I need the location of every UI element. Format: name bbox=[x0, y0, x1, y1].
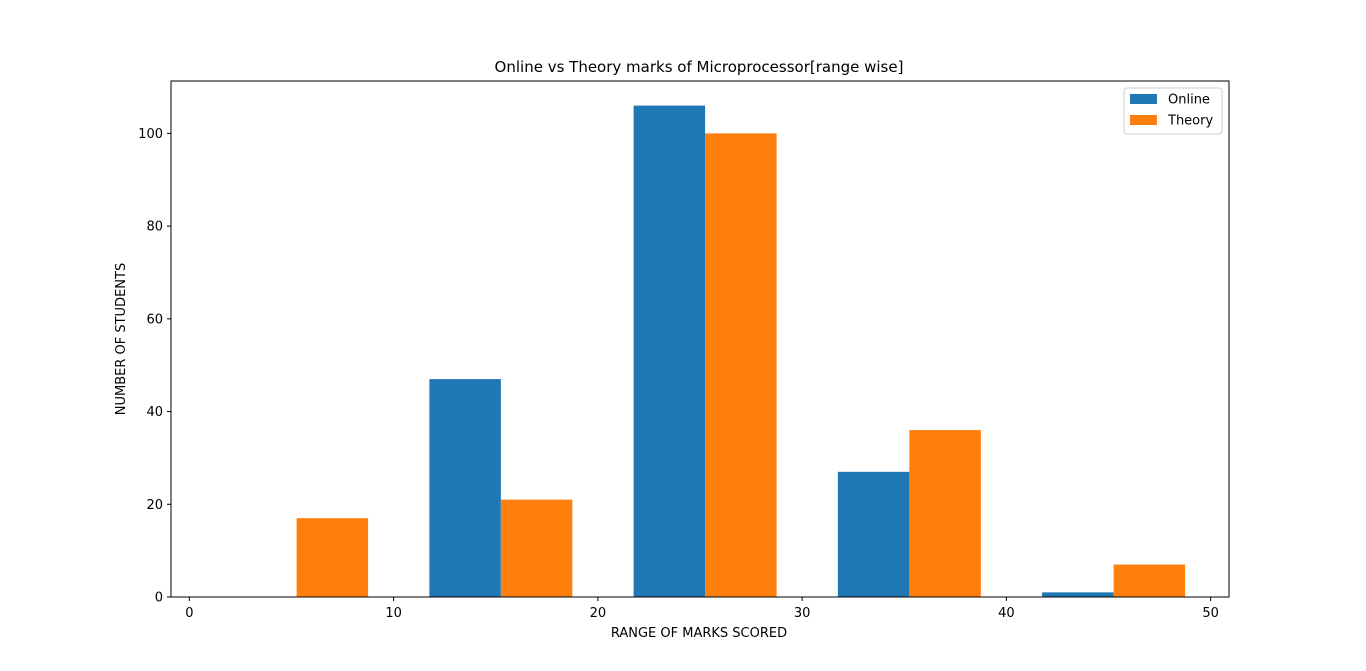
legend-swatch-online bbox=[1130, 94, 1157, 104]
plot-frame bbox=[170, 80, 1230, 598]
y-tick-label: 0 bbox=[155, 591, 163, 606]
bar-online-4 bbox=[1042, 592, 1114, 597]
bar-online-3 bbox=[837, 471, 910, 597]
bar-theory-3 bbox=[909, 430, 981, 597]
bars-group bbox=[296, 105, 1186, 598]
chart-title: Online vs Theory marks of Microprocessor… bbox=[495, 58, 904, 76]
legend-label-theory: Theory bbox=[1167, 114, 1213, 129]
x-tick-label: 30 bbox=[794, 606, 811, 621]
legend-swatch-theory bbox=[1130, 115, 1157, 125]
bar-online-2 bbox=[633, 105, 706, 598]
x-tick-label: 40 bbox=[998, 606, 1015, 621]
x-tick-label: 20 bbox=[590, 606, 607, 621]
x-tick-label: 10 bbox=[385, 606, 402, 621]
y-axis-label: NUMBER OF STUDENTS bbox=[114, 263, 129, 415]
y-axis-ticks: 0 20 40 60 80 100 bbox=[138, 127, 171, 606]
y-tick-label: 40 bbox=[146, 405, 163, 420]
bar-theory-0 bbox=[296, 518, 369, 597]
y-tick-label: 20 bbox=[146, 498, 163, 513]
bar-theory-2 bbox=[705, 133, 777, 598]
bar-online-1 bbox=[429, 379, 501, 597]
x-axis-label: RANGE OF MARKS SCORED bbox=[611, 626, 787, 641]
bar-theory-1 bbox=[500, 499, 573, 597]
y-tick-label: 100 bbox=[138, 127, 163, 142]
bar-theory-4 bbox=[1113, 564, 1186, 597]
y-tick-label: 60 bbox=[146, 312, 163, 327]
x-tick-label: 0 bbox=[185, 606, 193, 621]
x-tick-label: 50 bbox=[1202, 606, 1219, 621]
x-axis-ticks: 0 10 20 30 40 50 bbox=[185, 597, 1219, 621]
legend: Online Theory bbox=[1123, 87, 1223, 135]
y-tick-label: 80 bbox=[146, 220, 163, 235]
legend-label-online: Online bbox=[1168, 93, 1210, 108]
